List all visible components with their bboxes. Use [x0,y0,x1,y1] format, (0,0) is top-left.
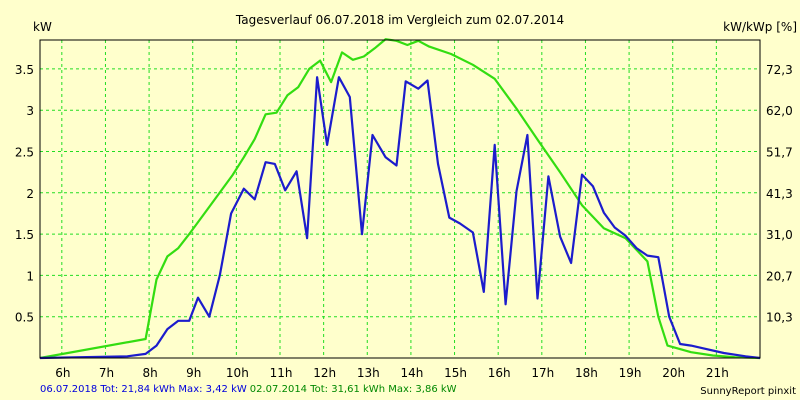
x-tick-label: 13h [357,366,380,380]
right-y-tick-label: 10,3 [766,311,793,325]
left-y-tick-label: 1.5 [15,228,34,242]
grid-lines [40,40,760,358]
right-y-tick-label: 62,0 [766,104,793,118]
x-tick-label: 19h [619,366,642,380]
right-axis-label: kW/kWp [%] [723,20,797,34]
x-tick-label: 7h [99,366,114,380]
x-tick-label: 18h [575,366,598,380]
right-y-tick-label: 41,3 [766,187,793,201]
right-y-tick-label: 31,0 [766,228,793,242]
left-y-tick-label: 3 [26,104,34,118]
svg-text:06.07.2018 Tot: 21,84 kWh Max:: 06.07.2018 Tot: 21,84 kWh Max: 3,42 kW 02… [40,384,457,395]
x-tick-label: 16h [488,366,511,380]
x-axis-ticks: 6h 7h 8h 9h 10h 11h 12h 13h 14h 15h 16h 17h 18h 19h 20… [55,366,729,380]
left-y-tick-label: 2 [26,187,34,201]
x-tick-label: 21h [706,366,729,380]
left-y-tick-label: 1 [26,269,34,283]
x-tick-label: 12h [313,366,336,380]
x-tick-label: 20h [662,366,685,380]
x-tick-label: 14h [400,366,423,380]
left-y-tick-label: 3.5 [15,63,34,77]
plot-frame [39,39,761,359]
footer-series-2014-summary: 02.07.2014 Tot: 31,61 kWh Max: 3,86 kW [250,384,457,395]
x-tick-label: 11h [270,366,293,380]
right-y-tick-label: 20,7 [766,269,793,283]
data-lines [39,38,761,360]
x-tick-label: 10h [226,366,249,380]
left-y-axis-ticks: 0.5 1 1.5 2 2.5 3 3.5 [15,63,34,325]
x-tick-label: 8h [142,366,157,380]
right-y-tick-label: 72,3 [766,63,793,77]
left-y-tick-label: 0.5 [15,311,34,325]
series-line-02-07-2014 [39,38,761,360]
x-tick-label: 6h [55,366,70,380]
footer-credit: SunnyReport pinxit [700,386,796,397]
right-y-axis-ticks: 10,3 20,7 31,0 41,3 51,7 62,0 72,3 [766,63,793,325]
x-tick-label: 17h [531,366,554,380]
x-tick-label: 15h [444,366,467,380]
left-y-tick-label: 2.5 [15,146,34,160]
left-axis-label: kW [33,20,52,34]
footer-series-2018-summary: 06.07.2018 Tot: 21,84 kWh Max: 3,42 kW [40,384,247,395]
chart-title: Tagesverlauf 06.07.2018 im Vergleich zum… [235,13,564,27]
x-tick-label: 9h [186,366,201,380]
series-line-06-07-2018 [39,76,761,360]
right-y-tick-label: 51,7 [766,146,793,160]
